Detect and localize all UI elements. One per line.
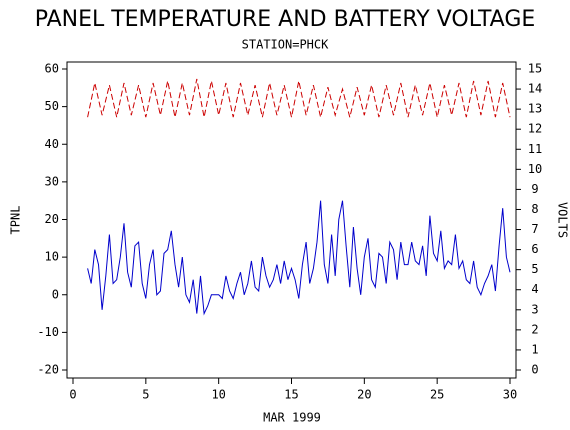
y2-tick-label: 15 bbox=[528, 62, 542, 76]
chart-subtitle: STATION=PHCK bbox=[242, 38, 329, 52]
y-tick-label: 60 bbox=[45, 62, 59, 76]
y2-axis-label: VOLTS bbox=[556, 202, 570, 238]
y2-tick-label: 14 bbox=[528, 82, 542, 96]
x-tick-label: 5 bbox=[142, 388, 149, 402]
y2-tick-label: 11 bbox=[528, 142, 542, 156]
y-tick-label: -10 bbox=[37, 325, 59, 339]
y-tick-label: 0 bbox=[52, 287, 59, 301]
y2-tick-label: 13 bbox=[528, 102, 542, 116]
x-tick-label: 0 bbox=[69, 388, 76, 402]
y2-tick-label: 1 bbox=[531, 342, 538, 356]
y-tick-label: 20 bbox=[45, 212, 59, 226]
plot-frame bbox=[66, 61, 517, 379]
data-line bbox=[87, 78, 511, 118]
y-tick-label: 10 bbox=[45, 250, 59, 264]
y-axis-label: TPNL bbox=[9, 206, 23, 235]
y-tick-label: -20 bbox=[37, 363, 59, 377]
x-tick-label: 30 bbox=[503, 388, 517, 402]
y2-tick-label: 9 bbox=[531, 182, 538, 196]
x-tick-label: 10 bbox=[211, 388, 225, 402]
y2-tick-label: 12 bbox=[528, 122, 542, 136]
y2-tick-label: 5 bbox=[531, 262, 538, 276]
y2-tick-label: 10 bbox=[528, 162, 542, 176]
x-tick-label: 15 bbox=[284, 388, 298, 402]
y2-tick-label: 8 bbox=[531, 202, 538, 216]
chart-title: PANEL TEMPERATURE AND BATTERY VOLTAGE bbox=[35, 7, 536, 32]
y2-tick-label: 2 bbox=[531, 322, 538, 336]
y-tick-label: 40 bbox=[45, 137, 59, 151]
x-tick-label: 25 bbox=[430, 388, 444, 402]
x-axis-label: MAR 1999 bbox=[263, 411, 321, 425]
y2-tick-label: 0 bbox=[531, 363, 538, 377]
x-tick-label: 20 bbox=[357, 388, 371, 402]
data-line bbox=[87, 200, 511, 316]
y2-tick-label: 7 bbox=[531, 222, 538, 236]
y-tick-label: 30 bbox=[45, 174, 59, 188]
y2-tick-label: 4 bbox=[531, 282, 538, 296]
y2-tick-label: 6 bbox=[531, 242, 538, 256]
y-tick-label: 50 bbox=[45, 99, 59, 113]
y2-tick-label: 3 bbox=[531, 302, 538, 316]
